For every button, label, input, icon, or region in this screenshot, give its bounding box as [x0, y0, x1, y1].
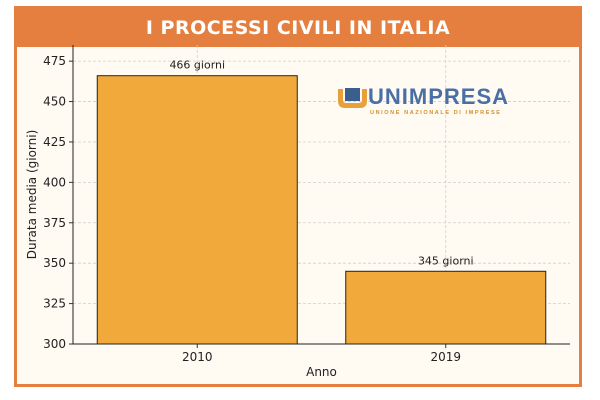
y-tick-label: 425 — [43, 135, 66, 149]
logo-name: UNIMPRESA — [368, 84, 509, 109]
y-tick-label: 450 — [43, 95, 66, 109]
x-tick-label-2010: 2010 — [182, 350, 213, 364]
y-tick-label: 325 — [43, 297, 66, 311]
bar-2019 — [345, 270, 547, 345]
data-label-2019: 345 giorni — [418, 254, 474, 267]
x-axis-ticks: 2010 2019 — [182, 344, 461, 364]
bar-2010 — [96, 75, 298, 345]
x-tick-label-2019: 2019 — [430, 350, 461, 364]
bars — [96, 75, 547, 345]
logo-eu-square-icon — [345, 88, 360, 101]
unimpresa-logo: UNIMPRESA UNIONE NAZIONALE DI IMPRESE — [338, 84, 509, 116]
y-tick-label: 400 — [43, 175, 66, 189]
data-labels: 466 giorni 345 giorni — [169, 59, 473, 268]
logo-tagline: UNIONE NAZIONALE DI IMPRESE — [370, 110, 502, 116]
y-tick-label: 350 — [43, 256, 66, 270]
y-axis-ticks: 300 325 350 375 400 425 450 475 — [43, 54, 73, 351]
data-label-2010: 466 giorni — [169, 59, 225, 72]
y-axis-label: Durata media (giorni) — [25, 130, 39, 260]
x-axis-label: Anno — [306, 365, 337, 379]
y-tick-label: 300 — [43, 337, 66, 351]
logo-u-icon — [338, 89, 367, 108]
chart-title: I PROCESSI CIVILI IN ITALIA — [145, 17, 451, 39]
y-tick-label: 375 — [43, 216, 66, 230]
chart-header: I PROCESSI CIVILI IN ITALIA — [17, 9, 579, 47]
y-tick-label: 475 — [43, 54, 66, 68]
